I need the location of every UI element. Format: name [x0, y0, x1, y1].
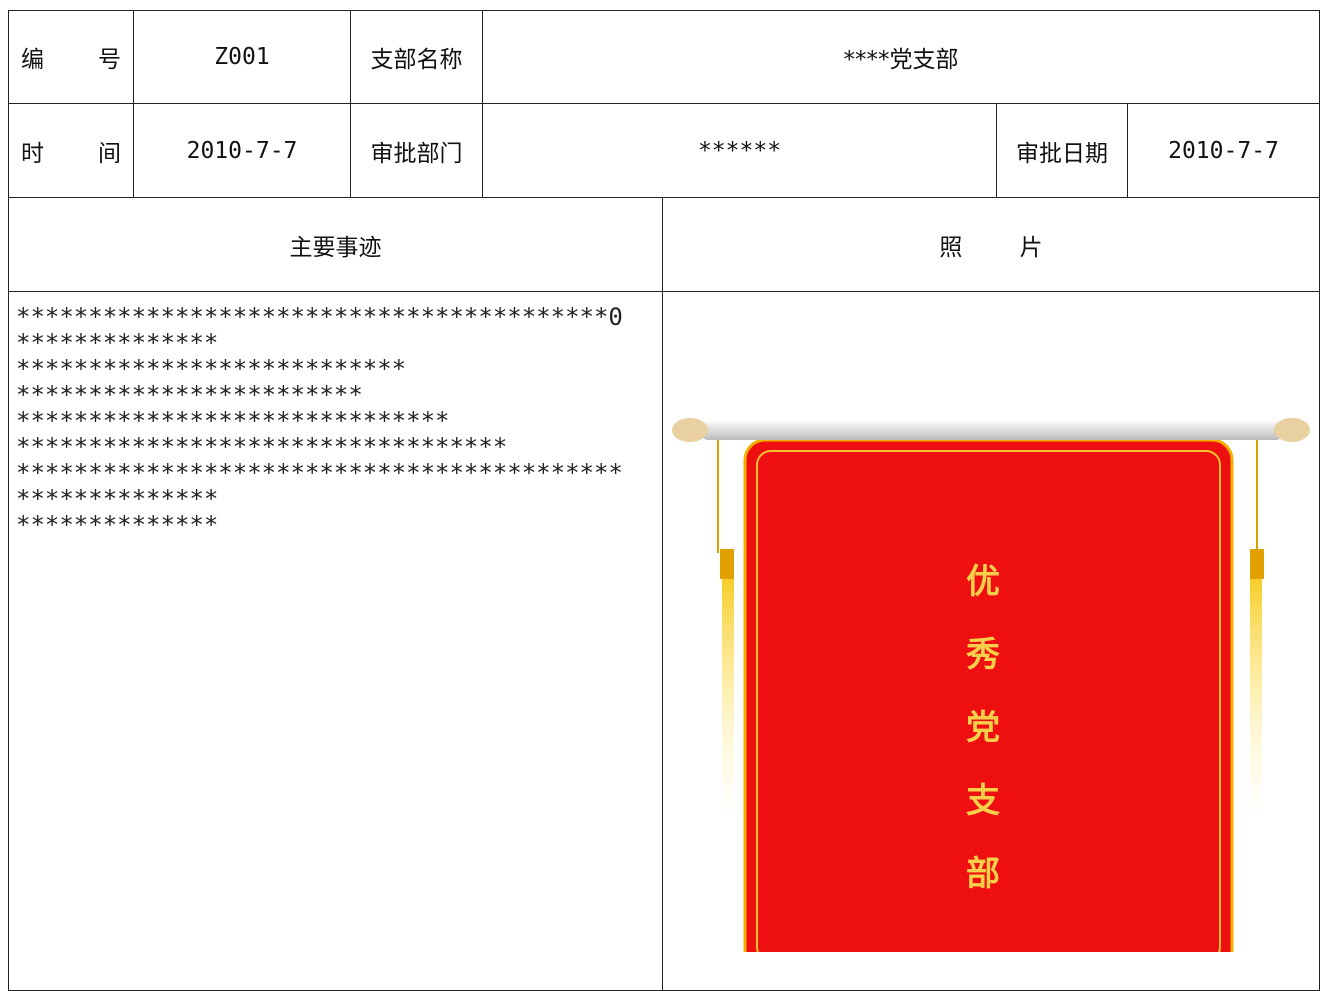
deeds-line: ****************************************… [16, 303, 623, 331]
banner-char: 秀 [965, 635, 1000, 675]
banner-char: 党 [966, 708, 1000, 748]
value: ****党支部 [482, 10, 1320, 104]
deeds-line: ************************ [16, 381, 363, 409]
value: 2010-7-7 [133, 103, 351, 198]
deeds-line: ****************************** [16, 407, 450, 435]
label: 照 片 [662, 197, 1320, 292]
cell: 时 间 [8, 103, 134, 198]
label: 时 间 [21, 140, 121, 167]
cell: 编 号 [8, 10, 134, 104]
deeds-line: ********************************** [16, 433, 508, 461]
label: 审批部门 [350, 103, 483, 198]
deeds-line: ************** [16, 485, 219, 513]
label: 审批日期 [996, 103, 1128, 198]
label: 编 号 [21, 47, 121, 73]
deeds-line: ************** [16, 329, 219, 357]
deeds-line: ************** [16, 511, 219, 539]
value: Z001 [133, 10, 351, 104]
banner-char: 部 [966, 854, 1000, 894]
page: 编 号 Z001 支部名称 ****党支部 时 间 2010-7-7 审批部门 … [8, 10, 1320, 991]
banner-char: 优 [966, 562, 1000, 602]
label: 支部名称 [350, 10, 483, 104]
value: ****** [482, 103, 997, 198]
label: 主要事迹 [8, 197, 663, 292]
banner-char: 支 [966, 781, 1000, 821]
deeds-line: ****************************************… [16, 459, 623, 487]
value: 2010-7-7 [1127, 103, 1320, 198]
deeds-line: *************************** [16, 355, 407, 383]
deeds-text: ****************************************… [16, 304, 623, 538]
